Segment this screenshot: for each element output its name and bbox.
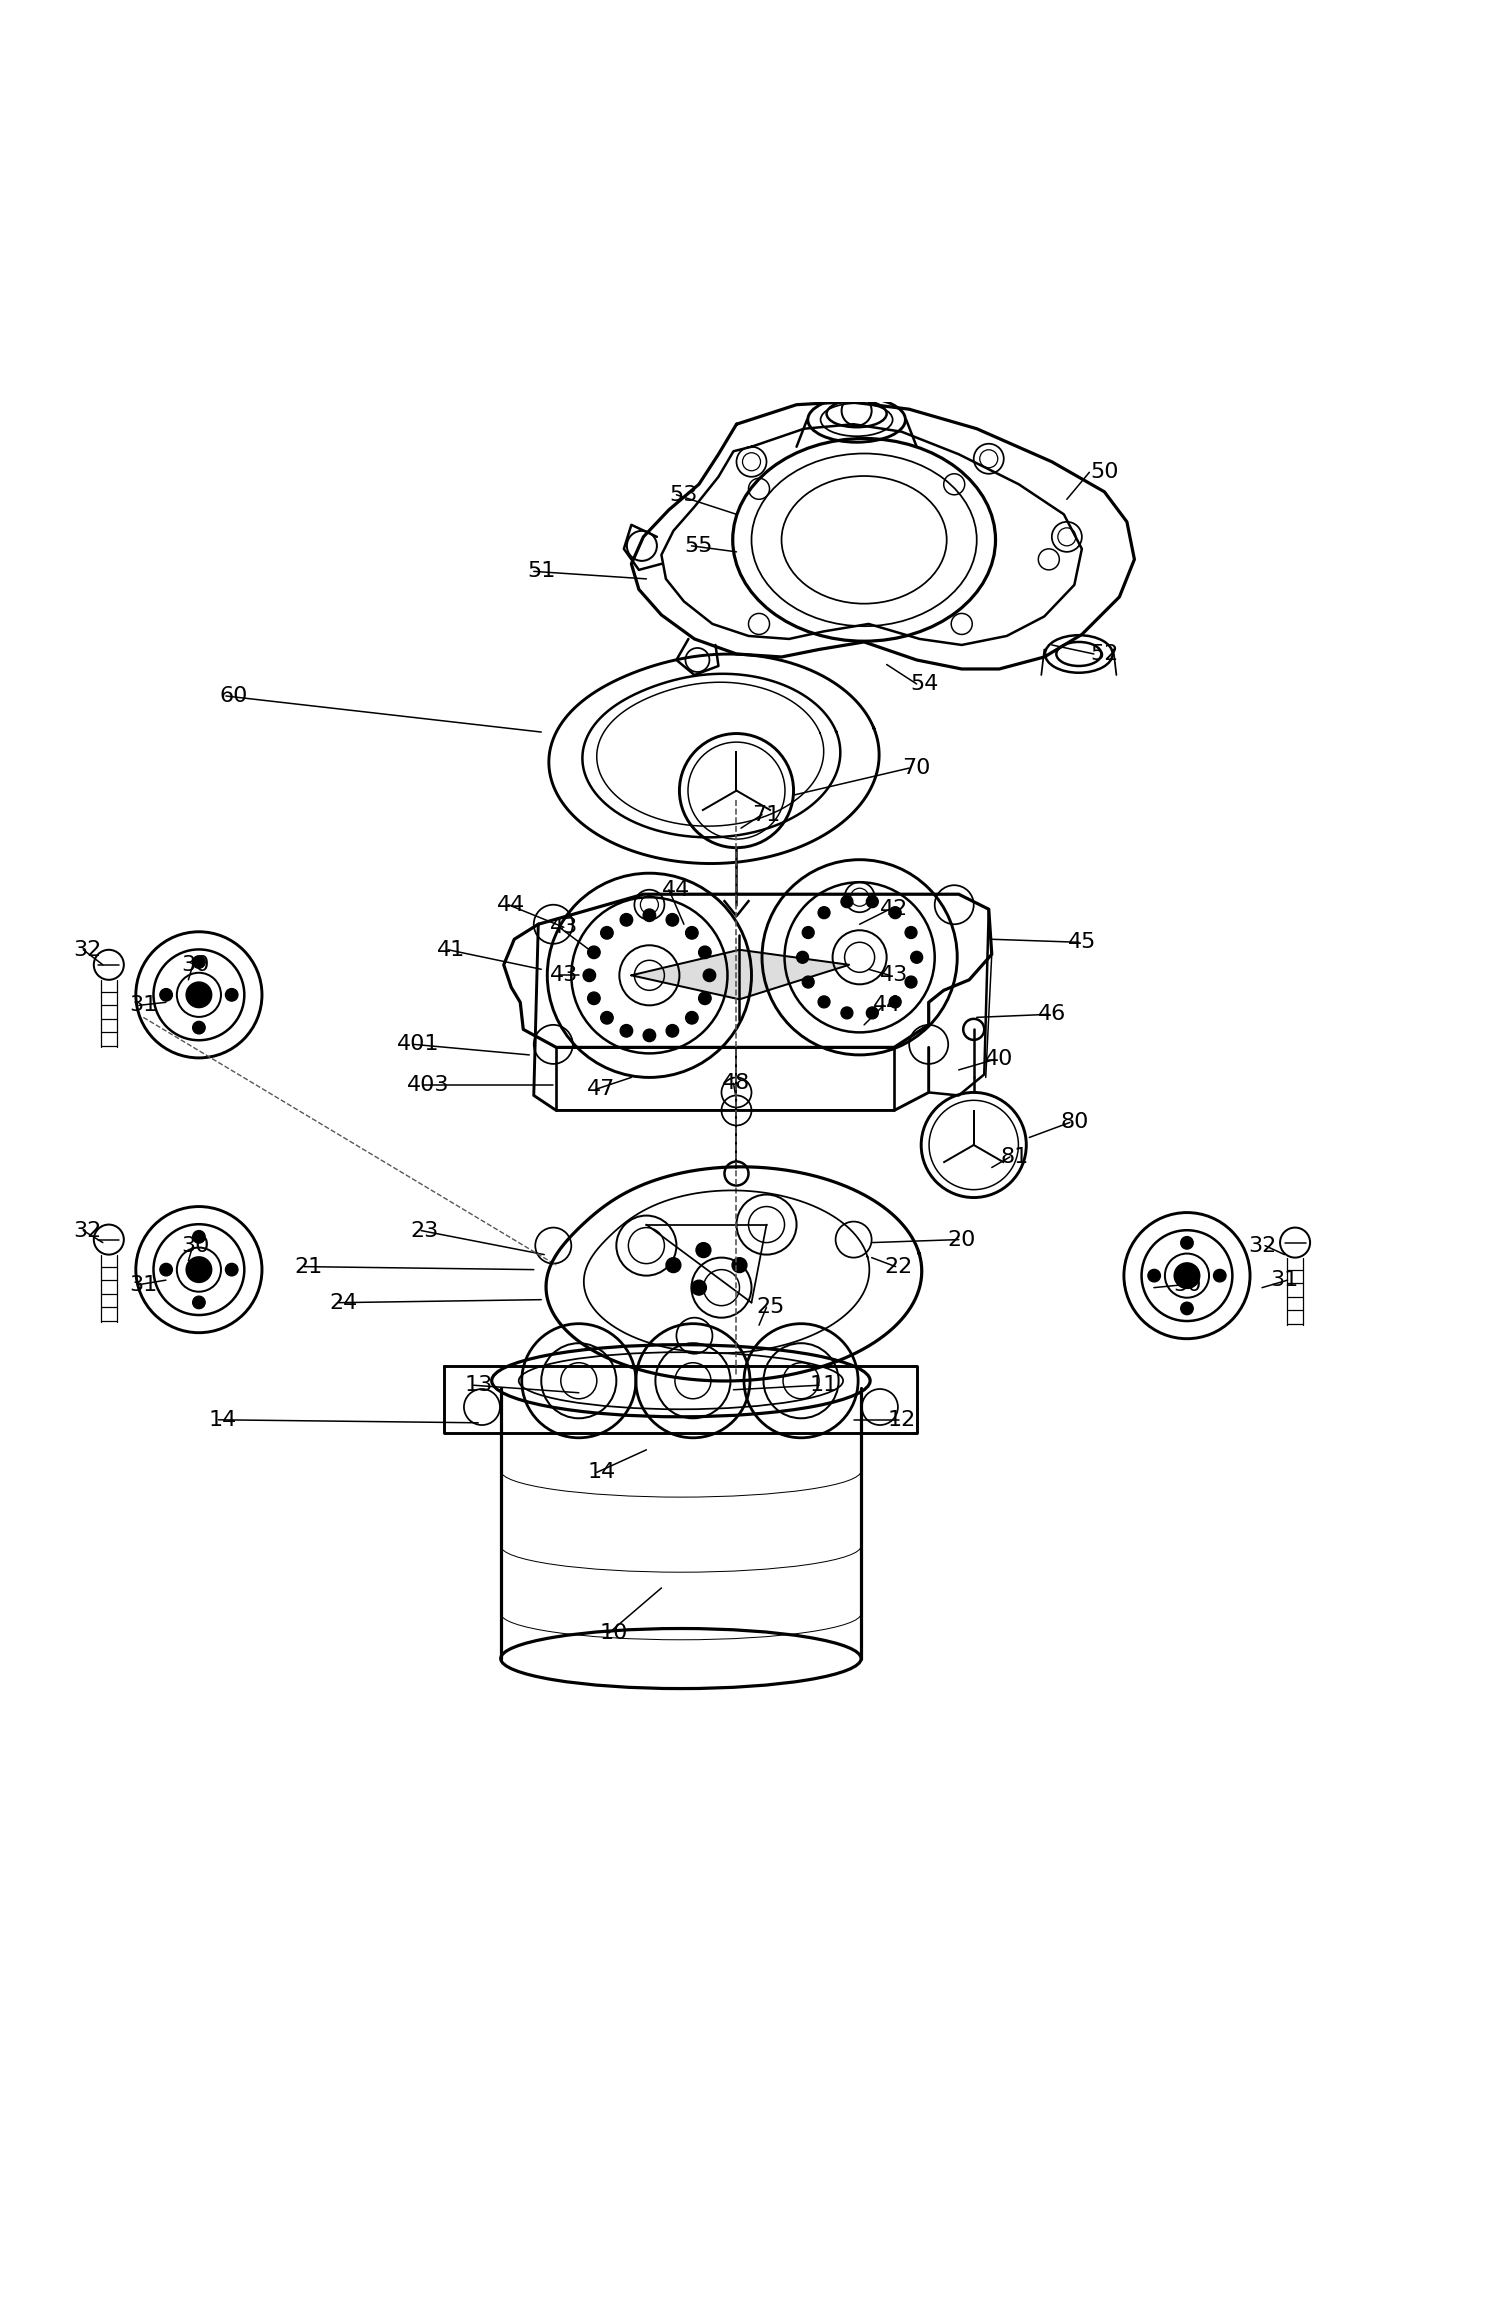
Circle shape [890,996,902,1007]
Circle shape [1148,1270,1160,1282]
Text: 30: 30 [182,954,210,975]
Text: 31: 31 [129,1275,158,1295]
Text: 43: 43 [881,966,908,984]
Text: 40: 40 [984,1049,1013,1070]
Circle shape [225,989,237,1000]
Text: 80: 80 [1060,1113,1088,1132]
Text: 401: 401 [397,1035,439,1053]
Text: 14: 14 [588,1461,615,1482]
Text: 25: 25 [758,1298,785,1316]
Circle shape [803,927,815,938]
Circle shape [911,952,923,963]
Circle shape [890,906,902,920]
Circle shape [621,1023,633,1037]
Text: 81: 81 [999,1148,1028,1166]
Text: 47: 47 [588,1079,615,1099]
Text: 14: 14 [209,1411,237,1429]
Circle shape [643,1028,655,1042]
Text: 11: 11 [810,1376,837,1395]
Text: 71: 71 [753,804,780,825]
Circle shape [588,945,600,959]
Text: 43: 43 [550,966,579,984]
Text: 60: 60 [219,687,248,705]
Text: 70: 70 [902,758,930,779]
Text: 21: 21 [295,1256,323,1277]
Circle shape [192,957,206,968]
Circle shape [159,989,173,1000]
Text: 54: 54 [909,673,938,694]
Circle shape [797,952,809,963]
Text: 51: 51 [528,562,556,581]
Text: 32: 32 [74,940,102,959]
Circle shape [840,1007,852,1019]
Text: 50: 50 [1090,463,1118,482]
Circle shape [601,927,613,938]
Circle shape [583,968,595,982]
Polygon shape [631,950,849,1000]
Circle shape [192,1231,206,1242]
Circle shape [192,1021,206,1035]
Text: 32: 32 [1247,1235,1276,1256]
Circle shape [588,991,600,1005]
Circle shape [1174,1263,1199,1288]
Circle shape [685,927,699,938]
Circle shape [666,1023,679,1037]
Text: 43: 43 [550,917,579,938]
Circle shape [840,897,852,908]
Text: 46: 46 [1037,1005,1066,1023]
Circle shape [818,996,830,1007]
Text: 52: 52 [1090,643,1118,664]
Text: 22: 22 [885,1256,912,1277]
Text: 41: 41 [437,940,466,959]
Circle shape [866,897,878,908]
Text: 30: 30 [1172,1275,1201,1295]
Circle shape [732,1259,747,1272]
Circle shape [905,927,917,938]
Text: 30: 30 [182,1235,210,1256]
Circle shape [1181,1235,1193,1249]
Circle shape [225,1263,237,1277]
Circle shape [186,982,212,1007]
Text: 44: 44 [497,894,526,915]
Text: 53: 53 [670,484,697,505]
Circle shape [1181,1302,1193,1314]
Circle shape [159,1263,173,1277]
Circle shape [192,1295,206,1309]
Text: 12: 12 [888,1411,915,1429]
Text: 55: 55 [685,535,714,556]
Circle shape [666,913,679,927]
Text: 31: 31 [1270,1270,1299,1291]
Text: 31: 31 [129,996,158,1014]
Circle shape [866,1007,878,1019]
Circle shape [621,913,633,927]
Circle shape [699,991,711,1005]
Text: 10: 10 [600,1623,628,1643]
Text: 24: 24 [329,1293,358,1312]
Circle shape [666,1259,681,1272]
Circle shape [1213,1270,1226,1282]
Circle shape [703,968,715,982]
Text: 20: 20 [947,1229,975,1249]
Circle shape [601,1012,613,1023]
Circle shape [905,975,917,989]
Text: 403: 403 [407,1074,449,1095]
Circle shape [699,945,711,959]
Circle shape [685,1012,699,1023]
Text: 44: 44 [873,996,900,1014]
Circle shape [691,1279,706,1295]
Text: 45: 45 [1067,931,1096,952]
Circle shape [803,975,815,989]
Text: 44: 44 [663,881,690,899]
Circle shape [818,906,830,920]
Text: 13: 13 [464,1376,493,1395]
Circle shape [696,1242,711,1259]
Circle shape [643,908,655,922]
Text: 32: 32 [74,1222,102,1240]
Circle shape [186,1256,212,1282]
Text: 23: 23 [410,1222,439,1240]
Text: 42: 42 [881,899,908,920]
Text: 48: 48 [723,1074,750,1093]
